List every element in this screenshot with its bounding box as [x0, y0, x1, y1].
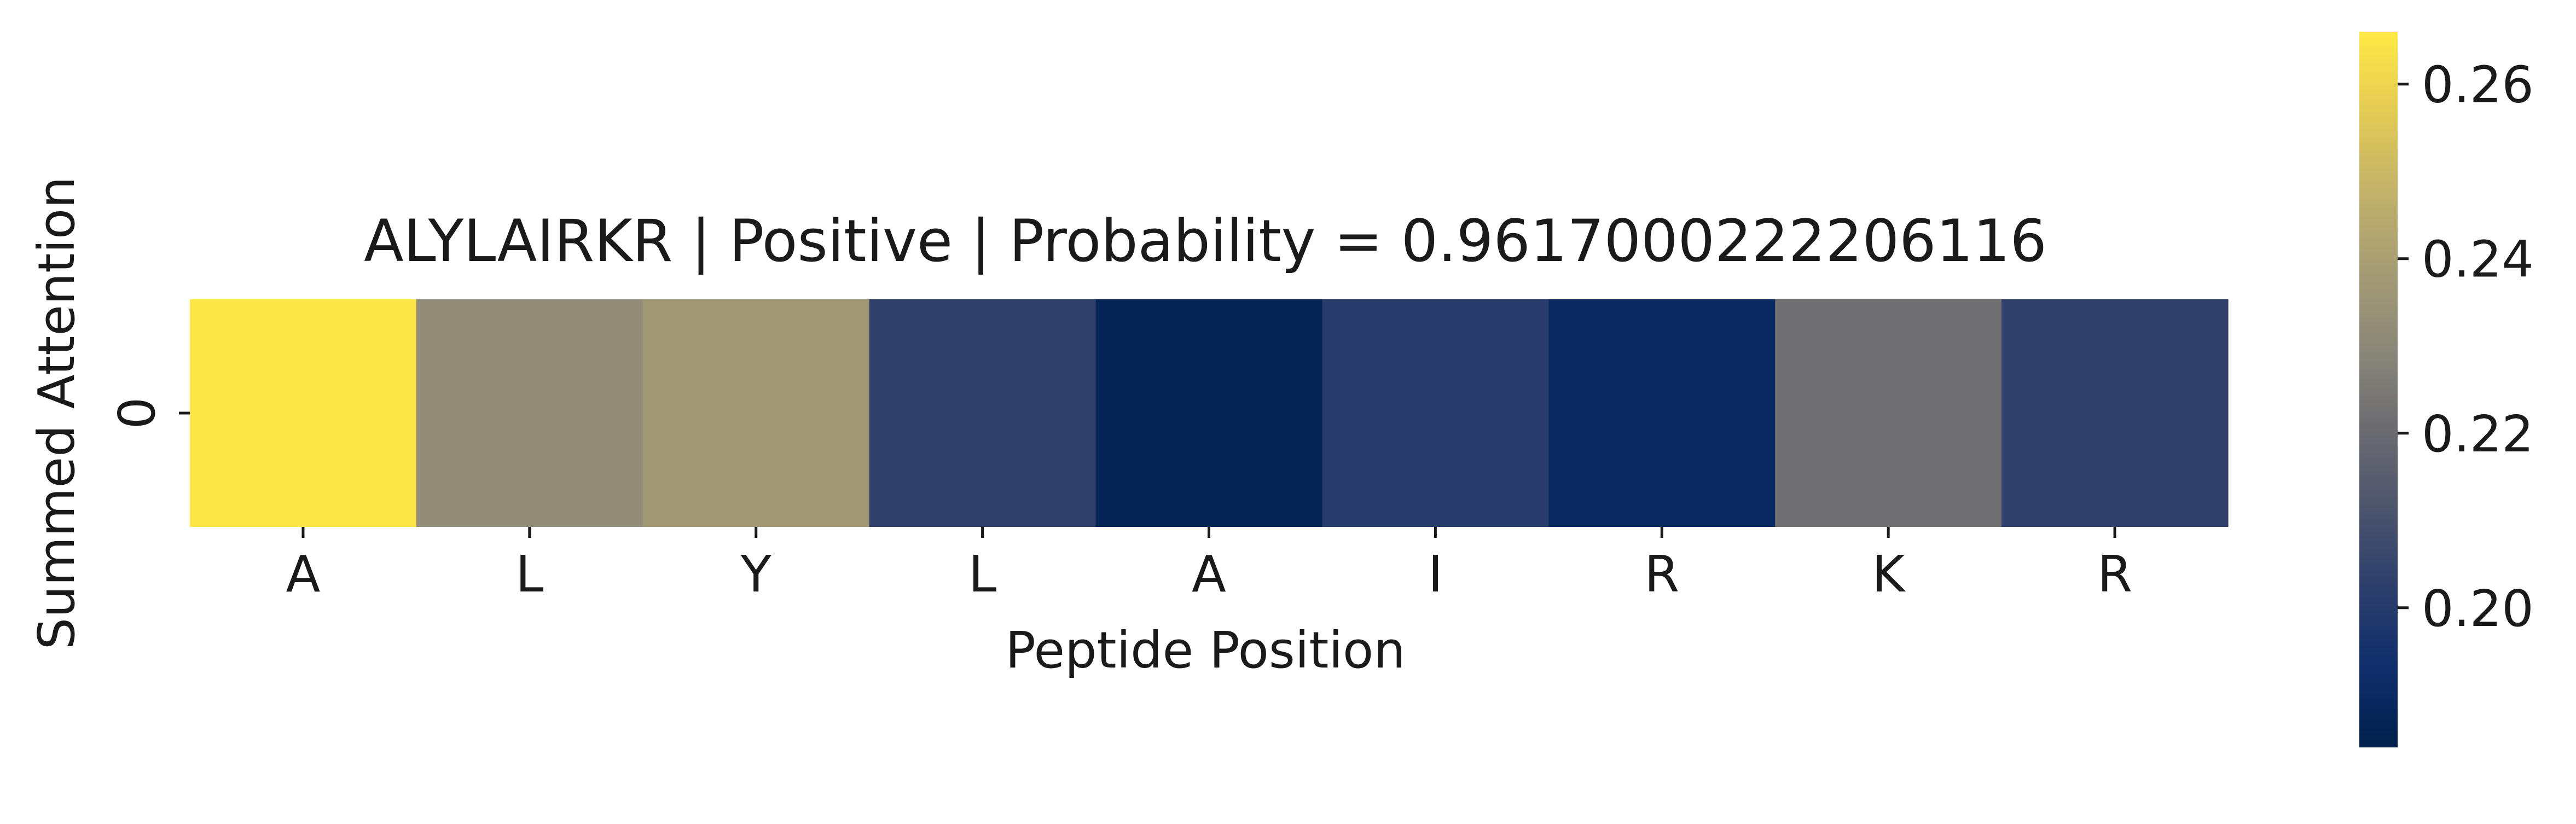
colorbar-tick-label: 0.26	[2422, 56, 2534, 114]
heatmap-cell	[642, 299, 870, 527]
heatmap-cell	[1322, 299, 1549, 527]
heatmap-cell	[190, 299, 417, 527]
x-tick-label: A	[286, 545, 320, 604]
heatmap-cell	[416, 299, 643, 527]
colorbar-tick-label: 0.20	[2422, 579, 2534, 638]
x-tick-label: R	[2097, 545, 2132, 604]
x-tick-label: L	[515, 545, 543, 604]
colorbar	[2359, 32, 2398, 747]
y-axis-ticks: 0	[108, 397, 190, 430]
colorbar-ticks: 0.20 0.22 0.24 0.26	[2398, 56, 2534, 638]
heatmap-cell	[1775, 299, 2002, 527]
heatmap-cell	[1095, 299, 1323, 527]
colorbar-tick-label: 0.24	[2422, 230, 2534, 289]
x-tick-label: Y	[740, 545, 772, 604]
x-tick-label: A	[1192, 545, 1226, 604]
x-axis-label: Peptide Position	[1005, 621, 1405, 680]
heatmap-cells	[190, 299, 2229, 527]
x-tick-label: K	[1872, 545, 1906, 604]
x-tick-label: R	[1644, 545, 1679, 604]
heatmap-cell	[1548, 299, 1776, 527]
colorbar-tick-label: 0.22	[2422, 405, 2534, 463]
heatmap-cell	[2001, 299, 2229, 527]
y-tick-label: 0	[108, 397, 166, 430]
heatmap-cell	[869, 299, 1096, 527]
y-axis-label: Summed Attention	[27, 177, 86, 650]
chart-title: ALYLAIRKR | Positive | Probability = 0.9…	[364, 207, 2047, 275]
x-tick-label: L	[968, 545, 996, 604]
x-tick-label: I	[1428, 545, 1443, 604]
